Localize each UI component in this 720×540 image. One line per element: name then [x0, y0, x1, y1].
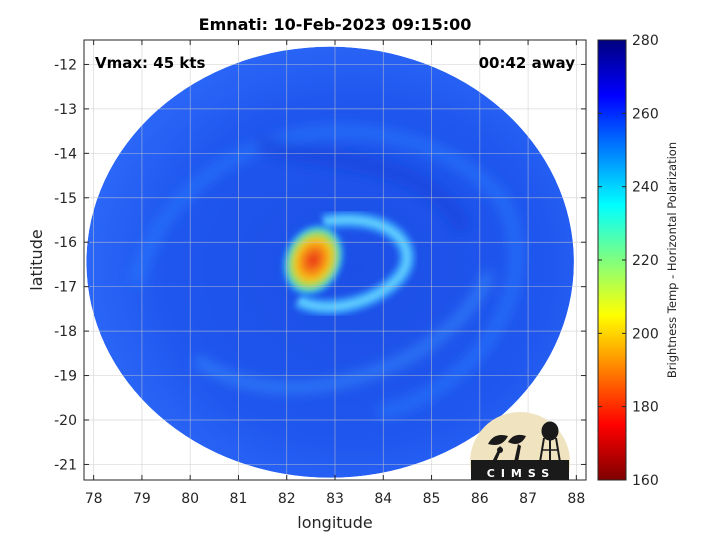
logo-text: CIMSS — [487, 467, 555, 480]
cimss-logo: CIMSS — [470, 412, 570, 480]
y-tick-label: -17 — [54, 280, 77, 296]
colorbar-tick-label: 280 — [632, 33, 659, 49]
x-tick-label: 86 — [471, 491, 489, 507]
y-axis-title: latitude — [27, 229, 46, 290]
logo-ground — [471, 460, 569, 480]
y-axis: -12 -13 -14 -15 -16 -17 -18 -19 -20 -21 — [54, 57, 586, 473]
y-tick-label: -18 — [54, 324, 77, 340]
y-tick-label: -15 — [54, 191, 77, 207]
x-tick-label: 88 — [567, 491, 585, 507]
y-tick-label: -16 — [54, 235, 77, 251]
colorbar-ticks: 160 180 200 220 240 260 280 — [598, 33, 659, 489]
x-tick-label: 80 — [181, 491, 199, 507]
x-tick-label: 84 — [374, 491, 392, 507]
x-tick-label: 81 — [230, 491, 248, 507]
colorbar-label: Brightness Temp - Horizontal Polarizatio… — [665, 142, 679, 378]
grid-lines — [84, 40, 586, 480]
colorbar-tick-label: 260 — [632, 106, 659, 122]
x-tick-label: 82 — [278, 491, 296, 507]
chart-title: Emnati: 10-Feb-2023 09:15:00 — [199, 15, 472, 34]
colorbar-tick-label: 220 — [632, 253, 659, 269]
y-tick-label: -19 — [54, 369, 77, 385]
water-tower-icon — [539, 421, 561, 463]
y-tick-label: -12 — [54, 57, 77, 73]
eye-core — [281, 223, 345, 297]
swath-layer — [86, 46, 574, 478]
y-tick-label: -14 — [54, 146, 77, 162]
colorbar-tick-label: 200 — [632, 326, 659, 342]
eyewall-arc — [294, 211, 415, 315]
x-tick-label: 79 — [133, 491, 151, 507]
colorbar-tick-label: 160 — [632, 473, 659, 489]
x-tick-label: 85 — [423, 491, 441, 507]
x-tick-label: 87 — [519, 491, 537, 507]
x-axis-title: longitude — [297, 513, 372, 532]
y-tick-label: -20 — [54, 413, 77, 429]
y-tick-label: -13 — [54, 102, 77, 118]
x-axis: 78 79 80 81 82 83 84 85 86 87 88 — [85, 40, 585, 507]
x-tick-label: 83 — [326, 491, 344, 507]
colorbar-tick-label: 240 — [632, 180, 659, 196]
vmax-annotation: Vmax: 45 kts — [95, 54, 205, 72]
colorbar — [597, 39, 627, 481]
x-tick-label: 78 — [85, 491, 103, 507]
rain-bands — [128, 124, 524, 420]
dish-icon — [488, 434, 526, 462]
y-tick-label: -21 — [54, 457, 77, 473]
colorbar-tick-label: 180 — [632, 400, 659, 416]
time-offset-annotation: 00:42 away — [479, 54, 576, 72]
